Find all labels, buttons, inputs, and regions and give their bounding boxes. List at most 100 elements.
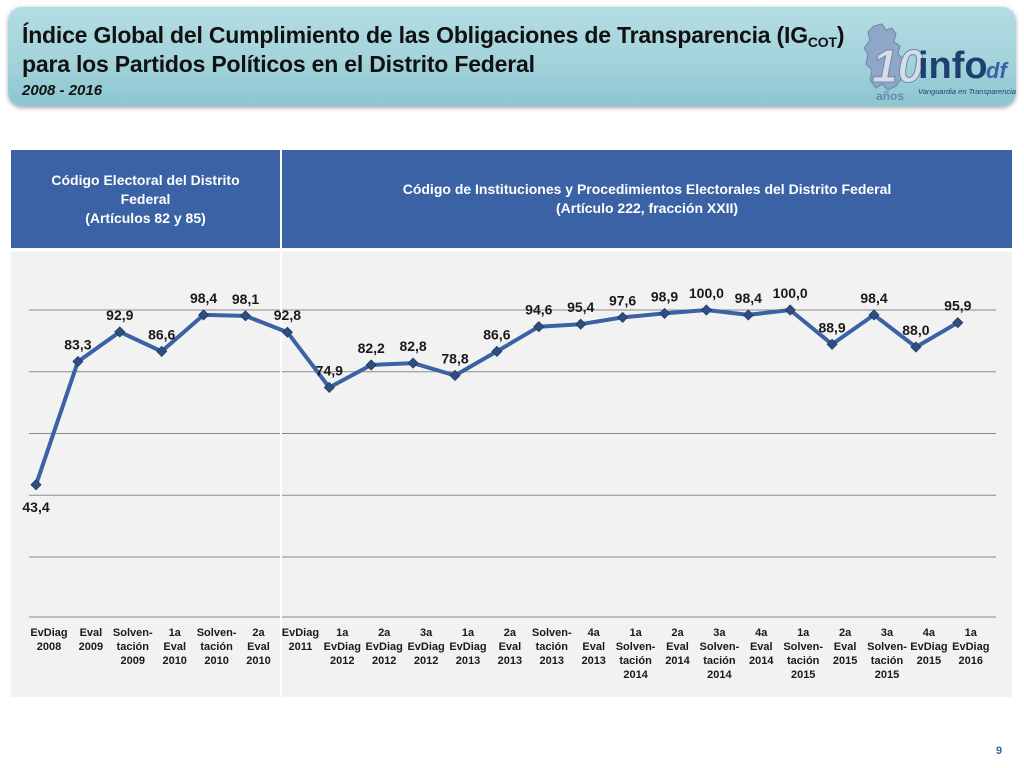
data-point-marker xyxy=(700,304,712,316)
data-label: 95,9 xyxy=(944,298,971,314)
x-tick-label: 2010 xyxy=(204,655,228,667)
data-point-marker xyxy=(658,307,671,319)
x-tick-label: Eval xyxy=(666,641,689,653)
data-point-marker xyxy=(617,311,629,323)
data-point-marker xyxy=(952,317,964,329)
logo-brand: info xyxy=(918,45,988,87)
x-tick-label: 2009 xyxy=(121,655,145,667)
x-tick-label: Eval xyxy=(750,641,773,653)
data-point-marker xyxy=(449,369,461,382)
data-point-marker xyxy=(784,304,796,316)
x-tick-label: Eval xyxy=(247,641,270,653)
x-tick-label: tación xyxy=(117,641,150,653)
logo-number: 10 xyxy=(872,40,924,92)
title-banner: Índice Global del Cumplimiento de las Ob… xyxy=(8,6,1016,106)
x-tick-label: tación xyxy=(200,641,233,653)
x-tick-label: 1a xyxy=(965,627,978,639)
infodf-logo: 10 años info df Vanguardia en Transparen… xyxy=(863,23,1016,103)
x-tick-label: tación xyxy=(871,655,904,667)
data-label: 98,1 xyxy=(232,291,259,307)
x-tick-label: 4a xyxy=(755,627,768,639)
title-subscript: COT xyxy=(807,34,837,50)
x-tick-label: 2009 xyxy=(79,641,103,653)
data-point-marker xyxy=(365,359,377,371)
data-label: 82,8 xyxy=(399,338,426,354)
x-tick-label: 1a xyxy=(797,627,810,639)
x-tick-label: Eval xyxy=(582,641,605,653)
x-tick-label: 2016 xyxy=(959,655,983,667)
data-point-marker xyxy=(323,381,335,394)
x-tick-label: 2013 xyxy=(456,655,480,667)
x-tick-label: EvDiag xyxy=(324,641,361,653)
data-point-marker xyxy=(281,326,293,338)
data-label: 82,2 xyxy=(358,340,385,356)
x-tick-label: Solven- xyxy=(700,641,740,653)
data-label: 98,4 xyxy=(735,290,762,306)
page-title: Índice Global del Cumplimiento de las Ob… xyxy=(22,22,845,50)
x-tick-label: Solven- xyxy=(867,641,907,653)
x-tick-label: 3a xyxy=(713,627,726,639)
x-tick-label: 2015 xyxy=(917,655,941,667)
x-tick-label: 2013 xyxy=(581,655,605,667)
data-label: 86,6 xyxy=(483,326,510,342)
x-tick-label: 1a xyxy=(169,627,182,639)
x-tick-label: 2014 xyxy=(665,655,690,667)
x-tick-label: Eval xyxy=(834,641,857,653)
data-label: 86,6 xyxy=(148,326,175,342)
x-tick-label: Solven- xyxy=(616,641,656,653)
data-point-marker xyxy=(575,318,587,330)
x-tick-label: 2011 xyxy=(288,641,312,653)
data-point-marker xyxy=(533,321,545,333)
data-label: 92,8 xyxy=(274,307,301,323)
plot-area xyxy=(13,252,1010,617)
x-tick-label: 2014 xyxy=(707,669,732,681)
x-tick-label: EvDiag xyxy=(407,641,444,653)
x-tick-label: 2010 xyxy=(246,655,270,667)
section-header-line: Código Electoral del Distrito xyxy=(51,171,240,188)
data-label: 98,9 xyxy=(651,288,678,304)
data-point-marker xyxy=(407,357,419,369)
section-header-line: (Artículo 222, fracción XXII) xyxy=(555,200,739,216)
x-tick-label: EvDiag xyxy=(30,627,67,639)
data-point-marker xyxy=(198,309,210,321)
x-tick-label: 2012 xyxy=(372,655,396,667)
x-tick-label: EvDiag xyxy=(282,627,319,639)
x-tick-label: Solven- xyxy=(532,627,572,639)
x-tick-label: 3a xyxy=(881,627,894,639)
x-tick-label: 2008 xyxy=(37,641,61,653)
section-header-line: Código de Instituciones y Procedimientos… xyxy=(402,181,892,197)
x-tick-label: 2a xyxy=(671,627,684,639)
data-label: 88,9 xyxy=(818,319,845,335)
x-tick-label: 2015 xyxy=(833,655,857,667)
x-tick-label: 2012 xyxy=(330,655,354,667)
data-label: 43,4 xyxy=(22,499,49,515)
x-tick-label: 2012 xyxy=(414,655,438,667)
x-tick-label: tación xyxy=(787,655,820,667)
data-point-marker xyxy=(30,479,42,491)
data-label: 100,0 xyxy=(773,285,808,301)
logo-years-word: años xyxy=(876,89,904,103)
data-point-marker xyxy=(156,345,168,357)
data-label: 92,9 xyxy=(106,307,133,323)
data-label: 83,3 xyxy=(64,337,91,353)
data-point-marker xyxy=(72,355,84,368)
x-tick-label: 4a xyxy=(588,627,601,639)
x-tick-label: EvDiag xyxy=(449,641,486,653)
x-tick-label: 2010 xyxy=(162,655,186,667)
x-tick-label: Eval xyxy=(163,641,186,653)
x-tick-label: 1a xyxy=(462,627,475,639)
page-title-line2: para los Partidos Políticos en el Distri… xyxy=(22,51,535,77)
data-point-marker xyxy=(239,310,252,322)
x-tick-label: 1a xyxy=(336,627,349,639)
x-tick-label: 2a xyxy=(504,627,517,639)
x-tick-label: 4a xyxy=(923,627,936,639)
x-tick-label: tación xyxy=(619,655,652,667)
x-tick-label: Eval xyxy=(499,641,522,653)
data-point-marker xyxy=(491,345,503,357)
x-tick-label: EvDiag xyxy=(366,641,403,653)
section-header-codigo-electoral: Código Electoral del Distrito Federal (A… xyxy=(11,150,280,248)
data-label: 97,6 xyxy=(609,292,636,308)
x-tick-label: 2014 xyxy=(749,655,774,667)
x-tick-label: tación xyxy=(703,655,736,667)
x-tick-label: 1a xyxy=(629,627,642,639)
